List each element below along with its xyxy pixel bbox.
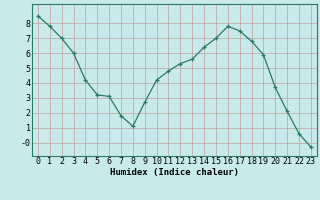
X-axis label: Humidex (Indice chaleur): Humidex (Indice chaleur)	[110, 168, 239, 177]
